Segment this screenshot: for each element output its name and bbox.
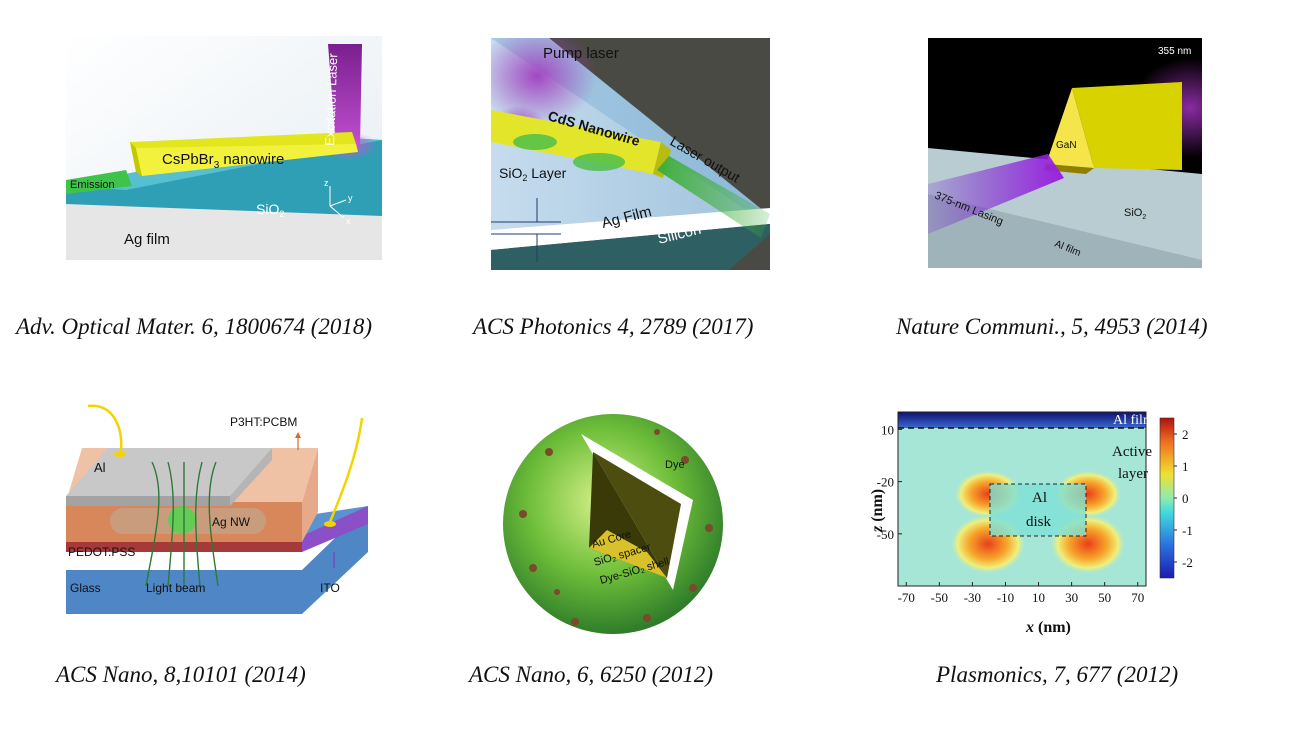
z-axis-label: z — [324, 178, 329, 188]
au-core — [593, 452, 681, 578]
al-electrode — [66, 448, 272, 496]
caption-figure-2: ACS Photonics 4, 2789 (2017) — [473, 314, 754, 339]
x-tick-label: 30 — [1065, 590, 1078, 605]
sio2-layer-label: SiO2 Layer — [499, 165, 567, 183]
ag-film-label: Ag film — [124, 231, 170, 248]
glass-layer — [66, 506, 368, 614]
colorbar-tick-label: 0 — [1182, 491, 1189, 506]
x-tick-label: 50 — [1098, 590, 1111, 605]
dye-molecules — [519, 429, 713, 626]
ag-film-layer — [491, 208, 770, 250]
ag-nw-label: Ag NW — [212, 515, 251, 529]
gan-nanowire — [1072, 82, 1182, 170]
emission-glow — [66, 170, 132, 194]
y-tick-label: -20 — [877, 475, 894, 490]
nanowire — [136, 144, 358, 176]
al-film-label: Al film — [1113, 413, 1154, 428]
x-tick-label: 10 — [1032, 590, 1045, 605]
figure-6-heatmap: Al film Active layer Al disk x (nm) z (n… — [868, 404, 1202, 640]
active-layer-label-line2: layer — [1118, 466, 1148, 482]
excitation-laser-beam — [328, 44, 362, 148]
caption-figure-4: ACS Nano, 8,10101 (2014) — [56, 662, 306, 687]
caption-figure-1: Adv. Optical Mater. 6, 1800674 (2018) — [16, 314, 373, 339]
al-disk-label-line2: disk — [1026, 514, 1052, 530]
active-layer-label-line1: Active — [1112, 444, 1152, 460]
glass-label: Glass — [70, 581, 101, 595]
figure-1-cspbbr3-nanowire: Emission CsPbBr3 nanowire Excitation Las… — [66, 36, 382, 260]
laser-output-beam — [657, 156, 770, 238]
p3ht-label: P3HT:PCBM — [230, 415, 297, 429]
pedot-label: PEDOT:PSS — [68, 545, 135, 559]
al-film-layer — [928, 194, 1202, 268]
ito-layer — [302, 506, 368, 552]
axis-triad — [329, 186, 347, 219]
y-tick-label: 10 — [881, 422, 894, 437]
y-axis-label: y — [348, 193, 353, 203]
colorbar-tick-label: -2 — [1182, 555, 1193, 570]
pump-laser-glow — [491, 38, 597, 126]
al-label: Al — [94, 460, 106, 475]
wire-right — [328, 417, 364, 523]
al-film-band — [898, 412, 1146, 428]
al-disk-label-line1: Al — [1032, 490, 1047, 506]
x-axis-title: x (nm) — [1025, 619, 1071, 636]
figure-4-solar-cell: P3HT:PCBM Al Ag NW PEDOT:PSS Glass Light… — [66, 402, 368, 618]
figure-2-cds-nanowire: Pump laser CdS Nanowire Laser output SiO… — [491, 38, 770, 270]
sio2-thickness-marker — [491, 198, 561, 262]
light-beam-lines — [145, 461, 219, 587]
x-tick-label: -30 — [964, 590, 981, 605]
light-glow — [168, 506, 196, 534]
heatmap-plot-area — [898, 412, 1146, 586]
gan-label: GaN — [1056, 140, 1077, 151]
pump-laser-label: Pump laser — [543, 45, 619, 62]
ito-label: ITO — [320, 581, 340, 595]
sio2-label: SiO2 — [1124, 207, 1146, 221]
colorbar-tick-label: -1 — [1182, 523, 1193, 538]
x-tick-label: 70 — [1131, 590, 1144, 605]
colorbar-tick-label: 1 — [1182, 459, 1189, 474]
caption-figure-5: ACS Nano, 6, 6250 (2012) — [469, 662, 714, 687]
y-tick-label: -50 — [877, 527, 894, 542]
light-beam-label: Light beam — [146, 581, 205, 595]
excitation-laser-label: Excitation Laser — [322, 52, 340, 146]
emission-label: Emission — [70, 179, 115, 191]
colorbar-tick-label: 2 — [1182, 427, 1189, 442]
wavelength-label: 355 nm — [1158, 46, 1191, 57]
x-tick-label: -70 — [898, 590, 915, 605]
x-axis-label: x — [346, 216, 351, 226]
caption-figure-6: Plasmonics, 7, 677 (2012) — [936, 662, 1179, 687]
figure-3-gan-nanowire: 355 nm GaN 375-nm Lasing SiO2 Al film — [928, 38, 1202, 268]
caption-figure-3: Nature Communi., 5, 4953 (2014) — [896, 314, 1208, 339]
figure-5-core-shell-sphere: Dye Au Core SiO₂ spacer Dye-SiO₂ shell — [497, 412, 733, 638]
wire-left — [87, 404, 123, 455]
nanowire-label: CsPbBr3 nanowire — [162, 151, 284, 171]
sio2-label: SiO2 — [256, 201, 284, 219]
al-disk-outline — [989, 483, 1087, 537]
silicon-layer — [491, 224, 770, 270]
x-tick-label: -10 — [997, 590, 1014, 605]
y-axis-title: z (nm) — [869, 489, 886, 533]
dye-label: Dye — [665, 459, 685, 471]
x-tick-label: -50 — [931, 590, 948, 605]
lasing-beam — [928, 154, 1064, 234]
colorbar — [1159, 417, 1175, 579]
